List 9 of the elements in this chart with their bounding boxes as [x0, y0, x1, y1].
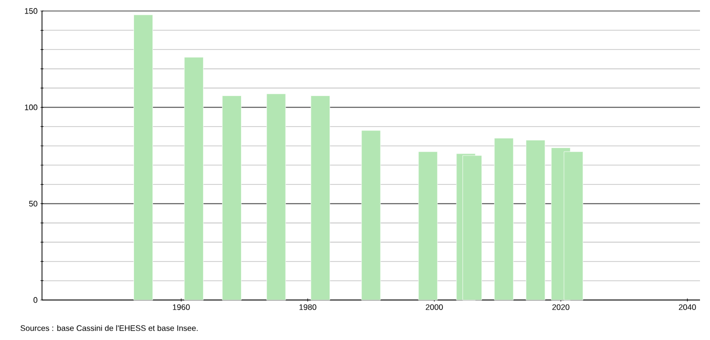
bar [361, 130, 381, 300]
bar [222, 96, 242, 300]
bar [310, 96, 330, 300]
bar [184, 57, 204, 300]
bar [266, 94, 286, 300]
bar [494, 138, 514, 300]
bar [418, 151, 438, 300]
bar [526, 140, 546, 300]
bar [134, 14, 153, 300]
